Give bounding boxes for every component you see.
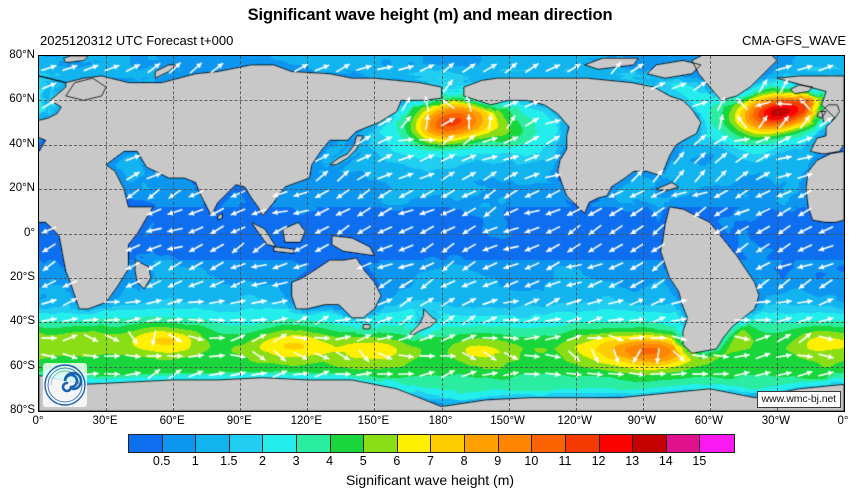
lon-tick-120: 120°E: [290, 415, 323, 427]
colorbar[interactable]: [128, 434, 735, 453]
colorbar-segment-4: [263, 435, 298, 452]
lon-tick-240: 120°W: [557, 415, 592, 427]
lon-tick-330: 30°W: [761, 415, 791, 427]
colorbar-segment-2: [196, 435, 230, 452]
colorbar-group: 0.5 1 1.5 2 3 4 5 6 7 8 9 10 11 12 13 14 15 Significant …: [0, 430, 860, 493]
colorbar-segment-5: [297, 435, 331, 452]
lat-tick-40: 40°N: [9, 137, 35, 150]
colorbar-tick-2: 2: [258, 454, 266, 468]
cma-logo: [43, 363, 87, 407]
map-plot-area[interactable]: www.wmc-bj.net: [38, 55, 845, 412]
colorbar-tick-10: 10: [524, 454, 539, 468]
colorbar-segment-13: [565, 435, 600, 452]
lat-tick-0: 0°: [24, 226, 35, 239]
map-canvas-wrap: [39, 56, 844, 411]
colorbar-segment-9: [431, 435, 466, 452]
lat-tick--60: 60°S: [9, 359, 35, 372]
colorbar-tick-1: 1: [191, 454, 199, 468]
colorbar-tick-8: 8: [460, 454, 468, 468]
colorbar-tick-9: 9: [494, 454, 502, 468]
lon-tick-0: 0°: [32, 415, 44, 427]
colorbar-segment-15: [633, 435, 667, 452]
lon-tick-150: 150°E: [357, 415, 390, 427]
colorbar-tick-7: 7: [427, 454, 434, 468]
lat-tick-60: 60°N: [9, 93, 35, 106]
colorbar-tick-4: 4: [326, 454, 334, 468]
lon-tick-360: 0°: [837, 415, 849, 427]
lat-tick--40: 40°S: [9, 315, 35, 328]
colorbar-segment-1: [162, 435, 197, 452]
colorbar-segment-6: [330, 435, 365, 452]
lat-tick--20: 20°S: [9, 270, 35, 283]
site-watermark: www.wmc-bj.net: [756, 390, 841, 408]
colorbar-segment-12: [532, 435, 566, 452]
lon-tick-90: 90°E: [226, 415, 252, 427]
colorbar-tick-0.5: 0.5: [152, 454, 171, 468]
colorbar-tick-11: 11: [558, 454, 572, 468]
lat-tick-80: 80°N: [9, 49, 35, 61]
page-title: Significant wave height (m) and mean dir…: [247, 6, 613, 24]
colorbar-tick-15: 15: [692, 454, 707, 468]
lon-tick-210: 150°W: [490, 415, 525, 427]
colorbar-segment-16: [666, 435, 701, 452]
colorbar-segment-8: [397, 435, 432, 452]
colorbar-tick-3: 3: [292, 454, 300, 468]
colorbar-tick-6: 6: [393, 454, 401, 468]
lat-tick-20: 20°N: [9, 182, 35, 195]
colorbar-segment-0: [129, 435, 163, 452]
lon-tick-60: 60°E: [159, 415, 185, 427]
colorbar-segment-11: [498, 435, 533, 452]
colorbar-segment-14: [599, 435, 634, 452]
colorbar-segment-7: [364, 435, 398, 452]
colorbar-axis-label: Significant wave height (m): [345, 472, 515, 488]
forecast-run-info: 2025120312 UTC Forecast t+000: [40, 33, 234, 48]
lon-tick-180: 180°: [428, 415, 453, 427]
colorbar-tick-12: 12: [591, 454, 606, 468]
colorbar-segment-10: [465, 435, 499, 452]
colorbar-tick-13: 13: [625, 454, 640, 468]
colorbar-tick-1.5: 1.5: [220, 454, 238, 468]
lon-tick-30: 30°E: [92, 415, 118, 427]
lon-tick-270: 90°W: [627, 415, 656, 427]
wave-direction-vectors: [39, 56, 844, 411]
colorbar-tick-5: 5: [359, 454, 367, 468]
lon-tick-300: 60°W: [694, 415, 723, 427]
colorbar-segment-3: [229, 435, 264, 452]
lat-tick--80: 80°S: [9, 404, 35, 416]
colorbar-segment-17: [700, 435, 734, 452]
colorbar-tick-14: 14: [658, 454, 673, 468]
model-name-label: CMA-GFS_WAVE: [741, 33, 846, 48]
